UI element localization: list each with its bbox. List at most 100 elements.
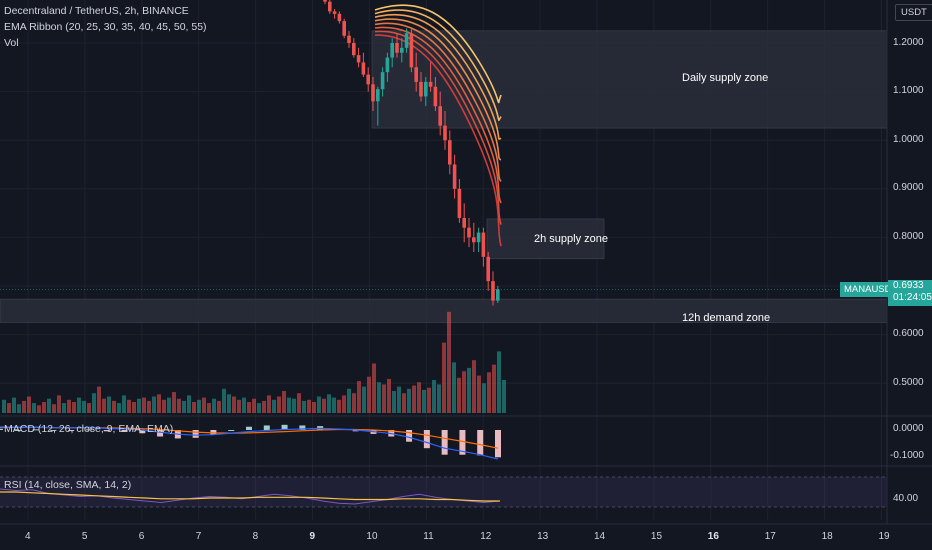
volume-bar	[502, 380, 506, 413]
volume-bar	[202, 397, 206, 413]
macd-histogram-bar	[459, 430, 466, 455]
price-axis-label: 1.2000	[893, 37, 924, 48]
macd-histogram-bar	[210, 430, 217, 435]
candle-body	[409, 33, 414, 68]
candle-body	[419, 81, 423, 97]
volume-bar	[367, 376, 371, 413]
volume-bar	[207, 403, 211, 413]
price-axis-label: 0.5000	[893, 377, 924, 388]
macd-histogram-bar	[192, 430, 199, 438]
volume-bar	[112, 400, 116, 413]
volume-bar	[117, 403, 121, 413]
candle-body	[481, 232, 486, 257]
candle-body	[371, 84, 375, 102]
volume-bar	[497, 351, 501, 413]
volume-bar	[377, 382, 381, 413]
candle-body	[472, 237, 476, 243]
volume-bar	[22, 400, 26, 413]
candle-body	[496, 289, 500, 301]
volume-bar	[257, 403, 261, 413]
volume-bar	[282, 391, 286, 413]
rsi-layer	[0, 476, 887, 508]
volume-layer	[2, 311, 506, 413]
candles-layer	[323, 0, 500, 306]
legend-symbol[interactable]: Decentraland / TetherUS, 2h, BINANCE	[4, 5, 189, 17]
legend-volume[interactable]: Vol	[4, 37, 19, 49]
candle-body	[452, 164, 457, 189]
volume-bar	[127, 399, 131, 413]
volume-bar	[122, 395, 126, 413]
date-axis-label: 14	[594, 531, 606, 542]
volume-bar	[237, 399, 241, 413]
volume-bar	[422, 389, 426, 413]
macd-histogram-bar	[85, 429, 92, 431]
volume-bar	[32, 403, 36, 413]
legend-rsi[interactable]: RSI (14, close, SMA, 14, 2)	[4, 479, 132, 491]
volume-bar	[372, 363, 376, 413]
macd-histogram-bar	[121, 430, 128, 432]
volume-bar	[297, 393, 301, 413]
candle-body	[356, 55, 361, 63]
ema-ribbon-line	[374, 34, 502, 247]
volume-bar	[332, 397, 336, 413]
volume-bar	[287, 397, 291, 413]
volume-bar	[192, 402, 196, 413]
candle-body	[361, 62, 366, 75]
candle-body	[380, 72, 385, 90]
candle-body	[385, 57, 390, 73]
volume-bar	[152, 396, 156, 413]
macd-histogram-bar	[299, 425, 306, 430]
macd-histogram-bar	[228, 430, 235, 431]
ema-ribbon-line	[374, 22, 502, 182]
price-axis-label: 1.1000	[893, 85, 924, 96]
macd-layer	[0, 424, 501, 460]
legend-macd[interactable]: MACD (12, 26, close, 9, EMA, EMA)	[4, 423, 174, 435]
volume-bar	[102, 398, 106, 413]
volume-bar	[82, 400, 86, 413]
volume-bar	[452, 362, 456, 413]
date-axis-label: 5	[81, 531, 88, 542]
macd-axis-label: -0.1000	[890, 450, 924, 461]
price-axis-label: 1.0000	[893, 134, 924, 145]
candle-body	[448, 140, 452, 165]
candle-body	[376, 89, 380, 102]
volume-bar	[162, 399, 166, 413]
volume-bar	[272, 399, 276, 413]
rsi-band	[0, 477, 887, 507]
candle-body	[347, 35, 351, 43]
volume-bar	[402, 393, 406, 413]
volume-bar	[397, 386, 401, 413]
date-axis-label: 6	[138, 531, 145, 542]
volume-bar	[342, 395, 346, 413]
volume-bar	[387, 378, 391, 413]
volume-bar	[157, 394, 161, 413]
volume-bar	[322, 398, 326, 413]
candle-body	[395, 43, 399, 53]
currency-button[interactable]: USDT	[895, 4, 932, 21]
volume-bar	[347, 388, 351, 413]
volume-bar	[147, 400, 151, 413]
volume-bar	[262, 400, 266, 413]
zones-layer	[0, 30, 888, 323]
volume-bar	[17, 404, 21, 413]
volume-bar	[267, 395, 271, 413]
date-axis-label: 8	[252, 531, 259, 542]
date-axis-label: 16	[707, 531, 719, 542]
macd-histogram-bar	[14, 430, 21, 431]
macd-line	[0, 426, 499, 460]
ema-ribbon	[374, 4, 502, 247]
volume-bar	[292, 398, 296, 413]
ema-ribbon-line	[374, 13, 502, 140]
candle-body	[438, 106, 442, 126]
volume-bar	[67, 399, 71, 413]
volume-bar	[137, 398, 141, 413]
price-axis-label: 0.9000	[893, 182, 924, 193]
price-axis-label: 0.8000	[893, 231, 924, 242]
volume-bar	[277, 396, 281, 413]
volume-bar	[7, 403, 11, 413]
macd-histogram-bar	[495, 430, 501, 458]
volume-bar	[37, 405, 41, 413]
legend-ema-ribbon[interactable]: EMA Ribbon (20, 25, 30, 35, 40, 45, 50, …	[4, 21, 207, 33]
